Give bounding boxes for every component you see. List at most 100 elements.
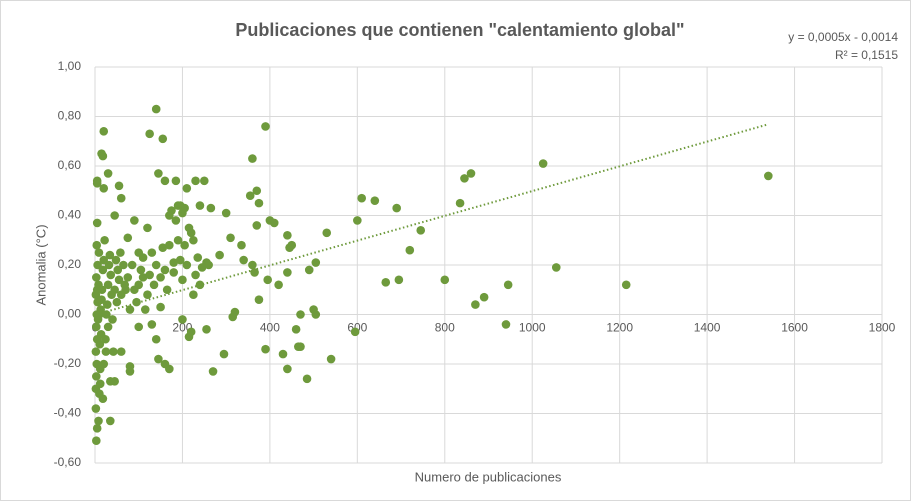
- data-point: [248, 154, 257, 163]
- data-point: [110, 285, 119, 295]
- y-tick-label: 0,80: [58, 109, 82, 123]
- data-point: [94, 416, 103, 426]
- data-point: [274, 280, 283, 290]
- y-tick-label: 0,60: [58, 158, 82, 172]
- data-point: [219, 349, 229, 359]
- data-point: [97, 285, 107, 295]
- data-point: [113, 265, 123, 275]
- data-point: [154, 169, 163, 178]
- data-point: [215, 250, 224, 260]
- data-point: [143, 290, 152, 300]
- y-tick-label: -0,40: [54, 406, 82, 420]
- data-point: [178, 275, 187, 285]
- data-point: [106, 270, 116, 280]
- data-point: [103, 169, 113, 178]
- data-point: [116, 193, 126, 203]
- data-point: [158, 134, 168, 144]
- data-point: [171, 176, 181, 186]
- data-point: [405, 245, 415, 255]
- data-point: [200, 176, 209, 186]
- data-point: [91, 347, 101, 356]
- data-point: [114, 275, 124, 285]
- data-point: [92, 424, 102, 433]
- data-point: [143, 223, 152, 233]
- data-point: [130, 216, 139, 225]
- data-point: [140, 305, 150, 314]
- data-point: [261, 344, 270, 354]
- y-axis-label: Anomalia (°C): [33, 224, 48, 305]
- data-point: [250, 268, 259, 277]
- data-point: [182, 183, 192, 193]
- data-point: [551, 263, 561, 272]
- data-point: [283, 231, 292, 240]
- data-point: [106, 416, 115, 426]
- data-point: [110, 211, 119, 220]
- data-point: [108, 315, 117, 324]
- y-tick-label: 0,40: [58, 208, 82, 222]
- data-point: [350, 327, 360, 337]
- data-point: [95, 379, 105, 389]
- y-tick-label: -0,60: [54, 455, 82, 469]
- data-point: [100, 235, 109, 245]
- data-point: [145, 129, 154, 139]
- data-point: [173, 235, 183, 245]
- x-tick-label: 1600: [781, 321, 808, 335]
- data-point: [221, 208, 231, 218]
- data-point: [621, 280, 631, 290]
- data-point: [95, 339, 105, 349]
- data-point: [105, 250, 115, 260]
- data-point: [357, 193, 367, 203]
- data-point: [178, 315, 187, 324]
- data-point: [123, 233, 133, 243]
- data-point: [92, 240, 102, 250]
- data-point: [134, 280, 144, 290]
- data-point: [191, 270, 200, 280]
- data-point: [147, 320, 157, 329]
- data-point: [326, 354, 336, 364]
- data-point: [538, 159, 548, 168]
- data-point: [156, 302, 165, 312]
- x-axis-label: Numero de publicaciones: [415, 469, 562, 484]
- data-point: [503, 280, 513, 290]
- data-point: [239, 255, 248, 265]
- data-point: [237, 240, 246, 250]
- data-point: [416, 226, 426, 235]
- data-point: [252, 221, 262, 230]
- data-point: [182, 260, 192, 270]
- data-point: [291, 325, 301, 334]
- data-point: [189, 290, 198, 300]
- data-point: [265, 216, 275, 225]
- data-point: [111, 255, 121, 265]
- data-point: [471, 300, 480, 309]
- data-point: [294, 342, 303, 351]
- data-point: [278, 349, 288, 359]
- data-point: [101, 334, 110, 344]
- data-point: [283, 364, 292, 374]
- data-point: [228, 312, 238, 322]
- data-point: [110, 377, 119, 386]
- data-point: [178, 208, 187, 218]
- data-point: [99, 127, 109, 136]
- data-point: [165, 240, 174, 250]
- data-point: [94, 248, 104, 257]
- trendline-equation: y = 0,0005x - 0,0014: [788, 30, 898, 44]
- x-tick-label: 1800: [869, 321, 896, 335]
- data-point: [97, 295, 106, 304]
- data-point: [171, 216, 181, 225]
- data-point: [248, 260, 257, 270]
- data-point: [93, 315, 103, 324]
- data-point: [102, 300, 112, 309]
- data-point: [125, 305, 135, 314]
- data-point: [186, 228, 196, 238]
- data-point: [101, 347, 111, 356]
- data-point: [149, 280, 159, 290]
- data-point: [160, 176, 170, 186]
- data-point: [263, 275, 273, 285]
- data-point: [202, 325, 211, 334]
- data-point: [109, 347, 118, 356]
- data-point: [189, 235, 198, 245]
- data-point: [392, 203, 401, 213]
- data-point: [381, 278, 391, 287]
- data-point: [123, 273, 133, 282]
